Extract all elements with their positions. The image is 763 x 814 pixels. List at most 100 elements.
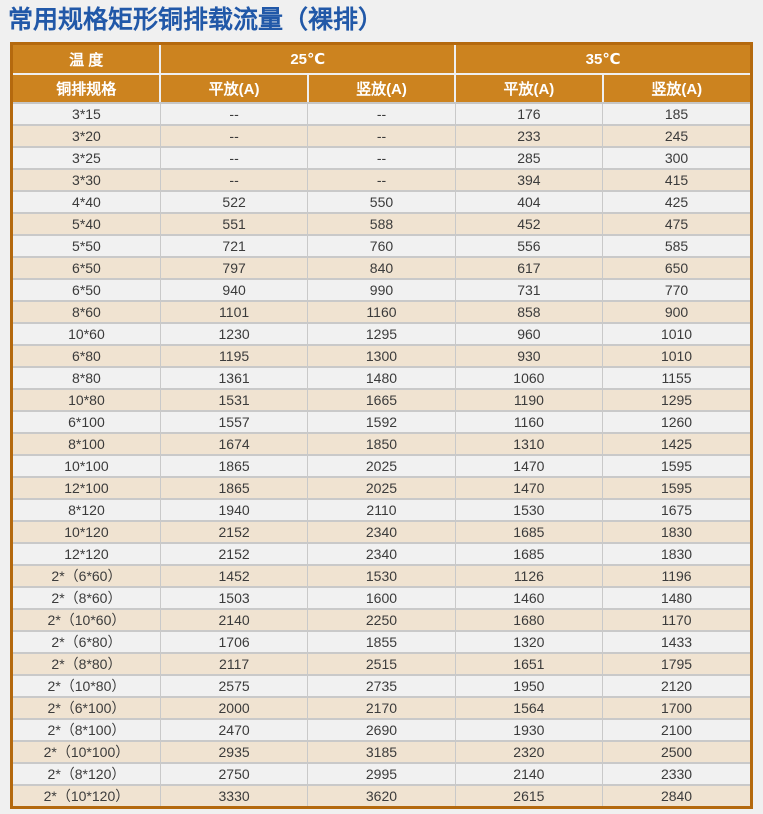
value-cell: 617 <box>455 257 604 280</box>
value-cell: 3330 <box>160 785 309 806</box>
header-temperature-label: 温 度 <box>13 45 162 75</box>
value-cell: 990 <box>307 279 456 302</box>
table-row: 3*15 -- -- 176 185 <box>13 103 750 126</box>
value-cell: 930 <box>455 345 604 368</box>
table-body: 3*15 -- -- 176 185 3*20 -- -- 233 245 3*25 -- -- 285 3… <box>13 103 750 806</box>
value-cell: 2470 <box>160 719 309 742</box>
table-row: 10*80 1531 1665 1190 1295 <box>13 389 750 412</box>
spec-cell: 2*（6*60） <box>13 565 161 588</box>
spec-cell: 3*25 <box>13 147 161 170</box>
value-cell: 2170 <box>307 697 456 720</box>
value-cell: 1830 <box>602 543 750 566</box>
spec-cell: 2*（8*100） <box>13 719 161 742</box>
value-cell: 1361 <box>160 367 309 390</box>
value-cell: 1564 <box>455 697 604 720</box>
value-cell: 2100 <box>602 719 750 742</box>
value-cell: 415 <box>602 169 750 192</box>
table-row: 3*30 -- -- 394 415 <box>13 169 750 192</box>
table-row: 3*20 -- -- 233 245 <box>13 125 750 148</box>
value-cell: 2840 <box>660 788 693 804</box>
value-cell: 1433 <box>602 631 750 654</box>
spec-cell: 10*80 <box>13 389 161 412</box>
value-cell: 1706 <box>160 631 309 654</box>
value-cell: 1685 <box>455 543 604 566</box>
value-cell: 1126 <box>455 565 604 588</box>
spec-cell: 10*60 <box>13 323 161 346</box>
table-row: 2*（10*100） 2935 3185 2320 2500 <box>13 741 750 764</box>
value-cell: 300 <box>602 147 750 170</box>
value-cell: 1665 <box>307 389 456 412</box>
value-cell: 1470 <box>455 455 604 478</box>
value-cell: 2735 <box>307 675 456 698</box>
value-cell: 2340 <box>307 543 456 566</box>
header-flat-25c: 平放(A) <box>160 74 309 104</box>
value-cell: 1530 <box>307 565 456 588</box>
value-cell: 2615 <box>455 785 604 806</box>
value-cell: 1460 <box>455 587 604 610</box>
header-flat-35c: 平放(A) <box>455 74 604 104</box>
value-cell: 551 <box>160 213 309 236</box>
value-cell: 650 <box>602 257 750 280</box>
spec-cell: 5*50 <box>13 235 161 258</box>
value-cell: 2515 <box>307 653 456 676</box>
value-cell: 425 <box>602 191 750 214</box>
value-cell: 1470 <box>455 477 604 500</box>
value-cell: 185 <box>602 103 750 126</box>
value-cell: -- <box>160 103 309 126</box>
value-cell: 940 <box>160 279 309 302</box>
busbar-ampacity-table: 温 度 25℃ 35℃ 铜排规格 平放(A) 竖放(A) 平放(A) 竖放(A)… <box>13 45 750 806</box>
value-cell: 1850 <box>307 433 456 456</box>
value-cell: 2120 <box>602 675 750 698</box>
spec-cell: 8*100 <box>13 433 161 456</box>
value-cell: 585 <box>602 235 750 258</box>
value-cell: 1651 <box>455 653 604 676</box>
value-cell: 1160 <box>455 411 604 434</box>
value-cell: 245 <box>602 125 750 148</box>
value-cell: 2117 <box>160 653 309 676</box>
value-cell: 1310 <box>455 433 604 456</box>
page-title: 常用规格矩形铜排载流量（裸排） <box>8 6 384 34</box>
value-cell: 900 <box>602 301 750 324</box>
table-row: 10*120 2152 2340 1685 1830 <box>13 521 750 544</box>
value-cell: 588 <box>307 213 456 236</box>
table-header: 温 度 25℃ 35℃ 铜排规格 平放(A) 竖放(A) 平放(A) 竖放(A) <box>13 45 750 104</box>
table-row: 2*（6*80） 1706 1855 1320 1433 <box>13 631 750 654</box>
value-cell: 1425 <box>602 433 750 456</box>
table-row: 3*25 -- -- 285 300 <box>13 147 750 170</box>
value-cell: 1320 <box>455 631 604 654</box>
spec-cell: 3*15 <box>13 103 161 126</box>
value-cell: 1160 <box>307 301 456 324</box>
value-cell: 1830 <box>602 521 750 544</box>
value-cell: 1230 <box>160 323 309 346</box>
value-cell: 2025 <box>307 477 456 500</box>
table-row: 6*50 797 840 617 650 <box>13 257 750 280</box>
value-cell: 797 <box>160 257 309 280</box>
value-cell: -- <box>160 147 309 170</box>
table-row: 6*80 1195 1300 930 1010 <box>13 345 750 368</box>
value-cell: 1600 <box>307 587 456 610</box>
spec-cell: 2*（8*60） <box>13 587 161 610</box>
value-cell: 233 <box>455 125 604 148</box>
value-cell: 2152 <box>160 521 309 544</box>
value-cell: 2000 <box>160 697 309 720</box>
spec-cell: 8*120 <box>13 499 161 522</box>
value-cell: 2152 <box>160 543 309 566</box>
spec-cell: 6*50 <box>13 279 161 302</box>
value-cell: 1680 <box>455 609 604 632</box>
value-cell: -- <box>160 169 309 192</box>
value-cell: 960 <box>455 323 604 346</box>
value-cell: 556 <box>455 235 604 258</box>
value-cell: 1865 <box>160 477 309 500</box>
table-row: 10*100 1865 2025 1470 1595 <box>13 455 750 478</box>
value-cell: 1170 <box>602 609 750 632</box>
table-row: 5*40 551 588 452 475 <box>13 213 750 236</box>
value-cell: 2330 <box>602 763 750 786</box>
value-cell: 1940 <box>160 499 309 522</box>
value-cell: 1950 <box>455 675 604 698</box>
table-row: 2*（10*60） 2140 2250 1680 1170 <box>13 609 750 632</box>
value-cell: 1480 <box>602 587 750 610</box>
spec-cell: 8*60 <box>13 301 161 324</box>
table-row: 5*50 721 760 556 585 <box>13 235 750 258</box>
value-cell: -- <box>307 125 456 148</box>
value-cell: -- <box>160 125 309 148</box>
